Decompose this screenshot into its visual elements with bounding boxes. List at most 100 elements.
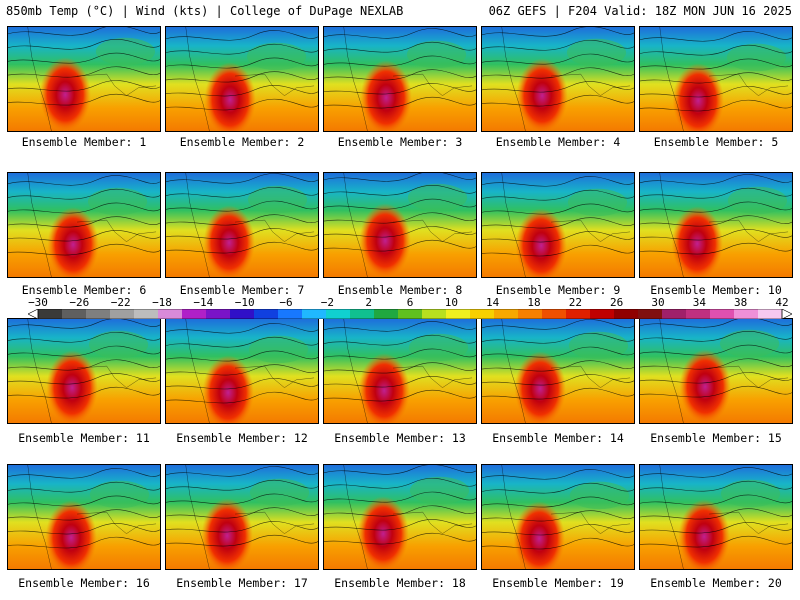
- wind-contour: [324, 41, 476, 53]
- wind-contour: [482, 27, 634, 37]
- colorbar-tick-label: 42: [775, 296, 789, 309]
- cool-airmass: [567, 188, 628, 217]
- cool-airmass: [720, 479, 781, 508]
- colorbar-tick-label: 14: [486, 296, 500, 309]
- wind-contour: [324, 491, 476, 503]
- cool-airmass: [247, 185, 308, 214]
- ensemble-map-panel: [165, 318, 319, 424]
- wind-contour: [166, 466, 318, 477]
- colorbar-segment: [38, 309, 63, 319]
- wind-contour: [8, 175, 160, 186]
- colorbar-segment: [350, 309, 375, 319]
- wind-contour: [166, 391, 318, 404]
- wind-contour: [640, 44, 792, 56]
- wind-contour: [640, 522, 792, 534]
- wind-contour: [640, 467, 792, 478]
- ensemble-member-label: Ensemble Member: 13: [334, 431, 466, 445]
- cool-airmass: [566, 38, 627, 67]
- wind-contour: [8, 216, 160, 228]
- wind-contour: [640, 480, 792, 492]
- wind-contour: [640, 535, 792, 548]
- colorbar-tick-label: 22: [568, 296, 582, 309]
- ensemble-member-label: Ensemble Member: 3: [337, 135, 463, 149]
- wind-contour: [8, 230, 160, 242]
- colorbar-segment: [278, 309, 303, 319]
- coastline: [343, 319, 473, 423]
- ensemble-member-label: Ensemble Member: 19: [492, 576, 624, 590]
- wind-contour: [324, 505, 476, 517]
- wind-contour: [166, 323, 318, 334]
- coastline: [27, 465, 157, 569]
- ensemble-map-panel: [323, 318, 477, 424]
- colorbar-segment: [302, 309, 327, 319]
- wind-contour: [166, 85, 318, 97]
- colorbar-tick-label: −10: [234, 296, 255, 309]
- heat-dome: [360, 60, 412, 131]
- wind-contour: [482, 374, 634, 386]
- wind-contour: [166, 173, 318, 184]
- ensemble-member-label: Ensemble Member: 6: [21, 283, 147, 297]
- wind-contour: [8, 52, 160, 64]
- colorbar-right-arrow: [781, 309, 792, 319]
- wind-contour: [8, 523, 160, 535]
- heat-dome: [357, 496, 409, 569]
- colorbar-segment: [614, 309, 639, 319]
- colorbar-segment: [134, 309, 159, 319]
- wind-contour: [324, 28, 476, 39]
- ensemble-member-label: Ensemble Member: 12: [176, 431, 308, 445]
- wind-contour: [324, 83, 476, 95]
- colorbar-tick-label: 18: [527, 296, 541, 309]
- colorbar-segment: [326, 309, 351, 319]
- heat-dome: [516, 58, 568, 131]
- wind-contour: [324, 212, 476, 224]
- colorbar-segment: [374, 309, 399, 319]
- ensemble-member-label: Ensemble Member: 18: [334, 576, 466, 590]
- wind-contour: [324, 334, 476, 346]
- colorbar-tick-label: 38: [734, 296, 748, 309]
- wind-contour: [324, 532, 476, 545]
- cool-airmass: [89, 480, 150, 509]
- colorbar-tick-label: −26: [69, 296, 90, 309]
- wind-contour: [640, 330, 792, 342]
- cool-airmass: [248, 335, 309, 364]
- wind-contour: [482, 231, 634, 243]
- colorbar-segment: [62, 309, 87, 319]
- colorbar-segment: [758, 309, 783, 319]
- wind-contour: [482, 203, 634, 215]
- colorbar-segment: [734, 309, 759, 319]
- wind-contour: [482, 81, 634, 93]
- colorbar-segment: [590, 309, 615, 319]
- coastline: [501, 319, 631, 423]
- colorbar-tick-label: −6: [279, 296, 293, 309]
- coastline: [659, 465, 789, 569]
- wind-contour: [166, 507, 318, 519]
- wind-contour: [324, 465, 476, 475]
- wind-contour: [166, 364, 318, 376]
- wind-contour: [482, 94, 634, 107]
- cool-airmass: [246, 42, 307, 71]
- colorbar-segment: [254, 309, 279, 319]
- ensemble-map-panel: [639, 318, 793, 424]
- cool-airmass: [87, 187, 148, 216]
- heat-dome: [46, 350, 98, 423]
- colorbar-tick-label: 34: [692, 296, 706, 309]
- colorbar-tick-label: 26: [610, 296, 624, 309]
- cool-airmass: [95, 37, 156, 66]
- colorbar-segment: [110, 309, 135, 319]
- wind-contour: [482, 524, 634, 536]
- wind-contour: [324, 519, 476, 531]
- heat-dome: [514, 351, 566, 423]
- ensemble-map-panel: [165, 464, 319, 570]
- heat-dome: [45, 500, 97, 569]
- ensemble-map-panel: [481, 172, 635, 278]
- colorbar-segment: [446, 309, 471, 319]
- ensemble-map-panel: [7, 172, 161, 278]
- colorbar-segment: [710, 309, 735, 319]
- coastline: [659, 319, 789, 423]
- wind-contour: [324, 376, 476, 388]
- heat-dome: [671, 206, 723, 277]
- cool-airmass: [726, 43, 787, 72]
- chart-title-right: 06Z GEFS | F204 Valid: 18Z MON JUN 16 20…: [488, 4, 792, 18]
- ensemble-map-panel: [481, 464, 635, 570]
- wind-contour: [640, 86, 792, 98]
